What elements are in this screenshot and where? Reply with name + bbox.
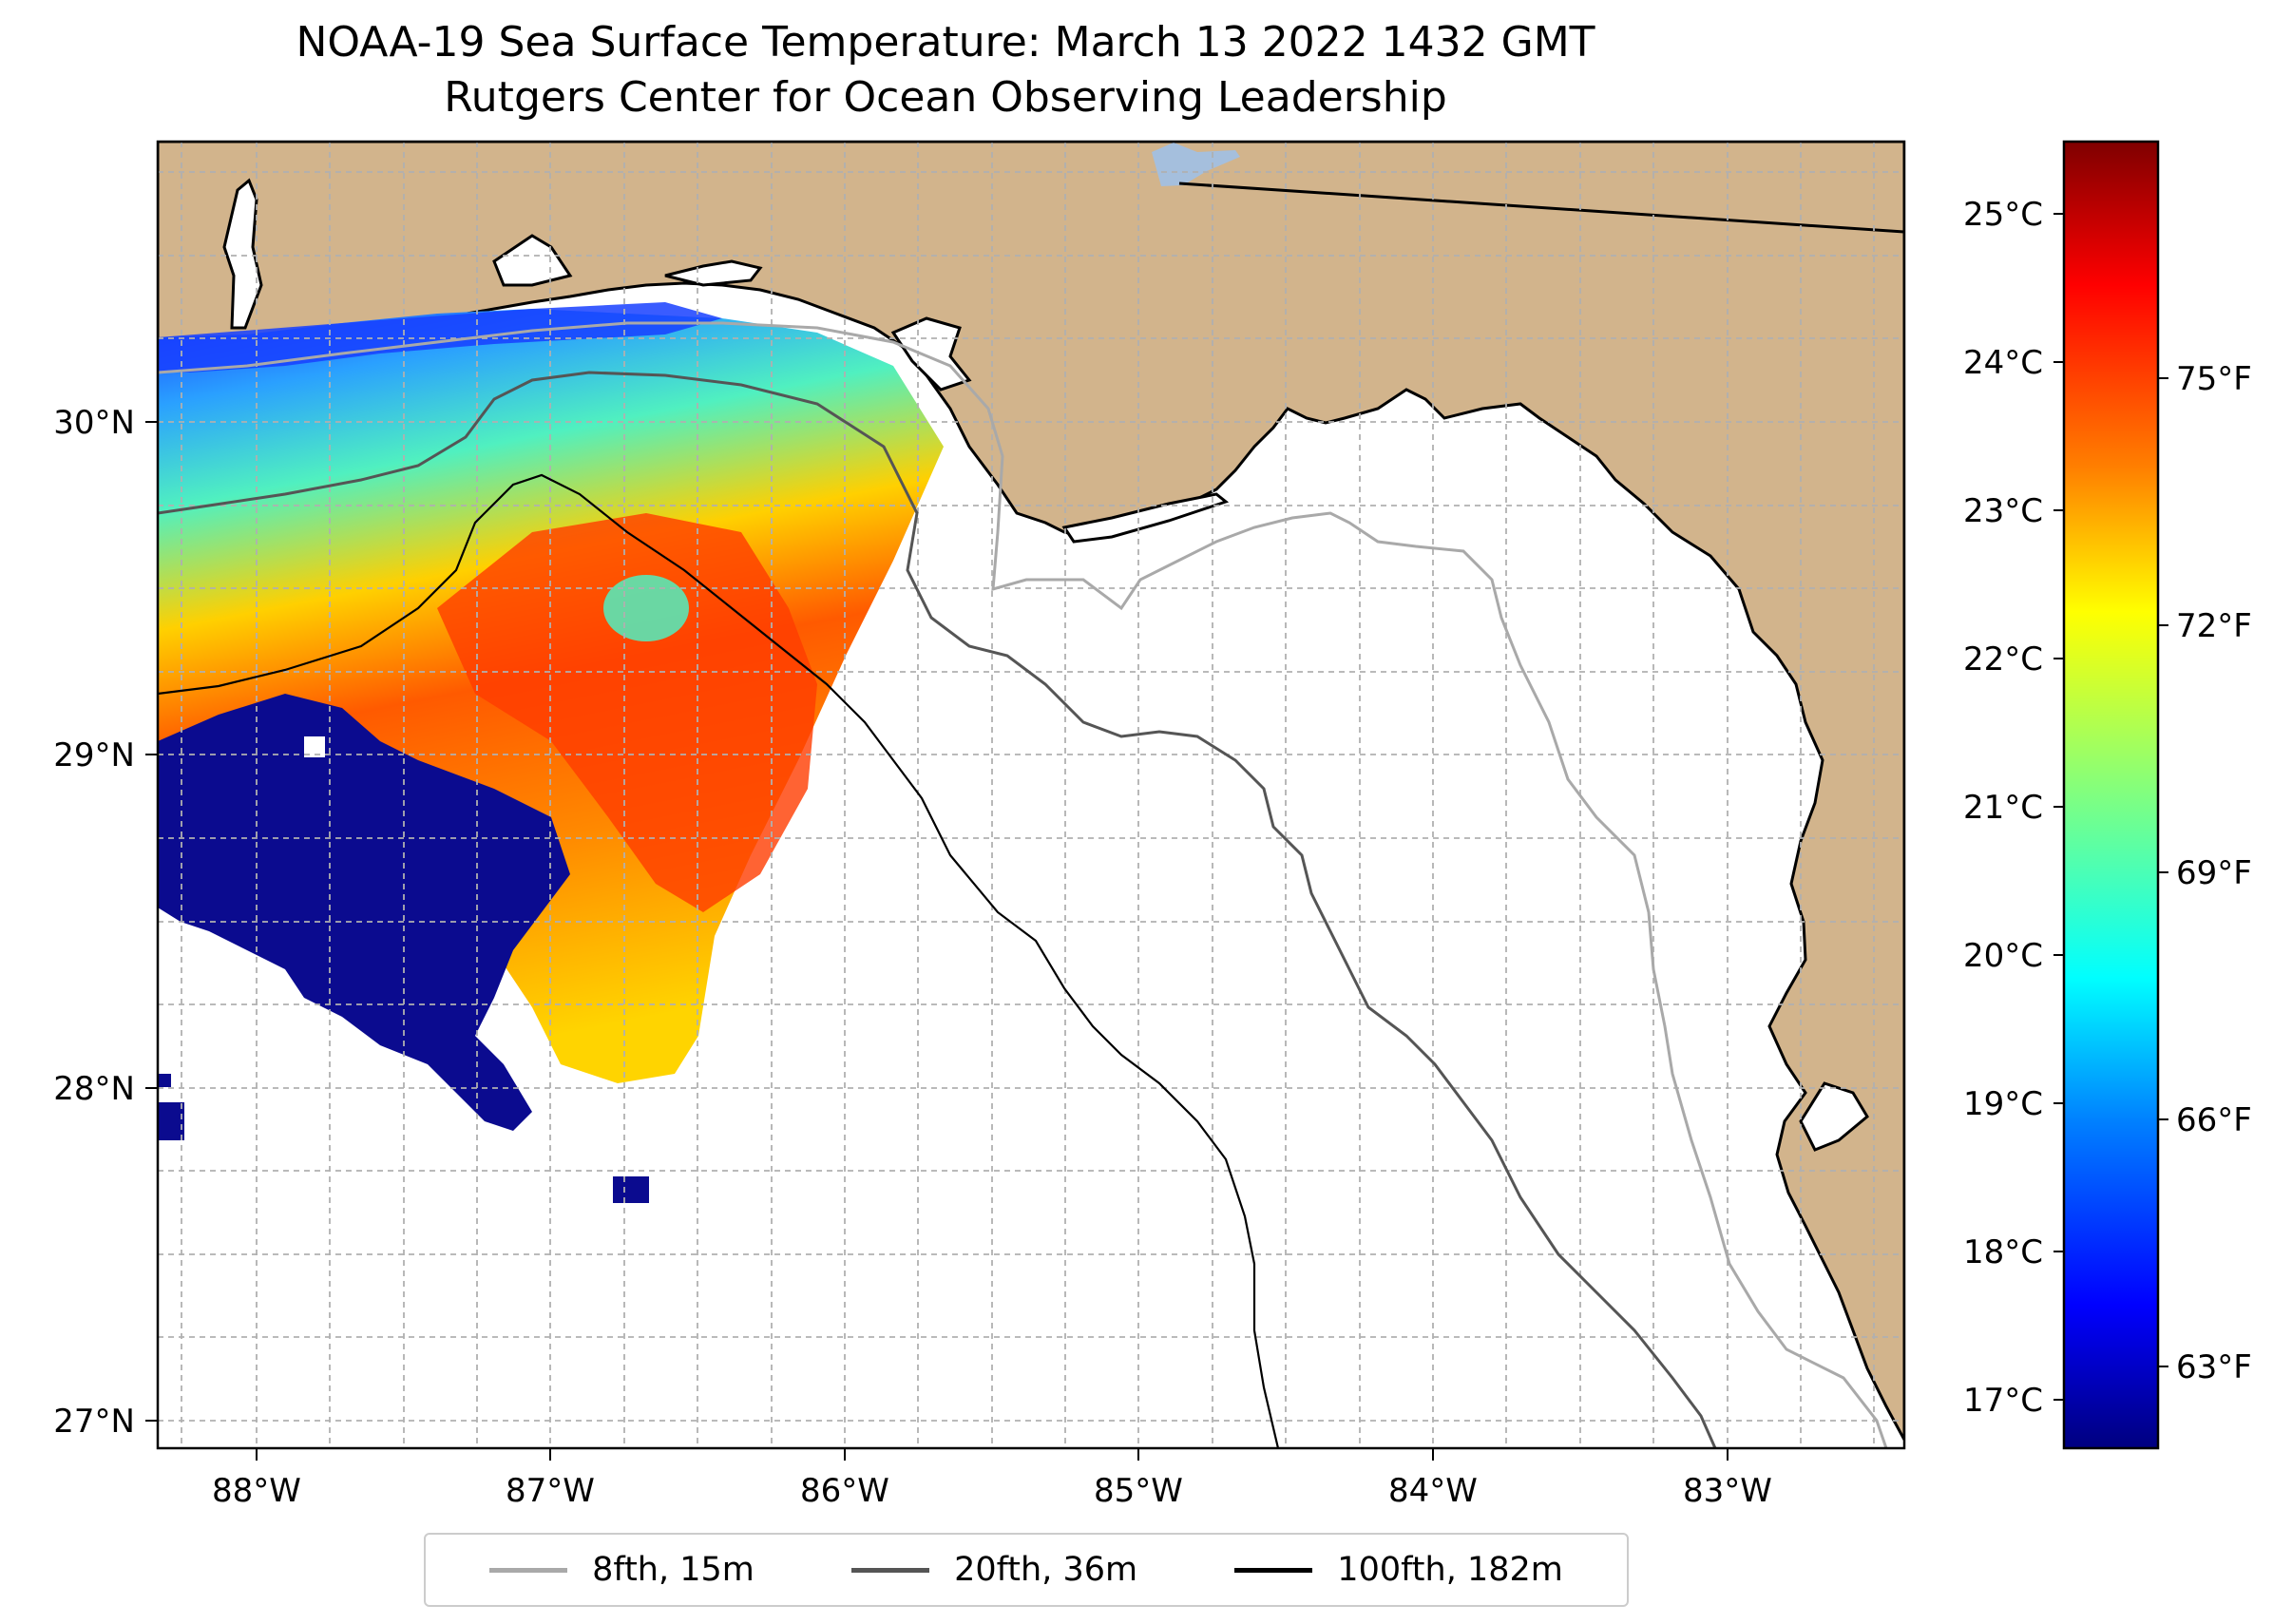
lat-tick-label: 29°N (53, 736, 135, 774)
colorbar-fahrenheit-label: 72°F (2176, 607, 2252, 645)
lon-tick-label: 87°W (506, 1472, 595, 1510)
lat-tick-label: 27°N (53, 1403, 135, 1441)
legend-item-100fth: 100fth, 182m (1234, 1551, 1563, 1589)
map-plot-area[interactable] (158, 142, 1904, 1448)
lake (1152, 143, 1240, 186)
colorbar: 25°C 24°C 23°C 22°C 21°C 20°C 19°C 18°C … (1963, 140, 2252, 1450)
bay (1799, 1081, 1869, 1152)
lon-tick-label: 83°W (1683, 1472, 1772, 1510)
lon-tick-labels: 88°W 87°W 86°W 85°W 84°W 83°W (212, 1472, 1772, 1510)
legend: 8fth, 15m 20fth, 36m 100fth, 182m (424, 1533, 1629, 1607)
contour-8fth (158, 321, 1888, 1448)
colorbar-fahrenheit-label: 75°F (2176, 360, 2252, 398)
legend-line-icon (489, 1567, 568, 1573)
colorbar-celsius-label: 19°C (1963, 1085, 2043, 1123)
colorbar-celsius-label: 18°C (1963, 1233, 2043, 1271)
colorbar-fahrenheit-label: 63°F (2176, 1348, 2252, 1386)
lat-tick-labels: 30°N 29°N 28°N 27°N (53, 404, 135, 1441)
bay (492, 234, 573, 287)
lon-tick-label: 88°W (212, 1472, 301, 1510)
lat-tick-marks (145, 421, 158, 1422)
bay (890, 316, 972, 392)
map-subtitle: Rutgers Center for Ocean Observing Leade… (444, 73, 1447, 122)
state-border (1178, 182, 1904, 234)
colorbar-fahrenheit-label: 66°F (2176, 1101, 2252, 1139)
colorbar-celsius-label: 17°C (1963, 1382, 2043, 1420)
legend-item-20fth: 20fth, 36m (851, 1551, 1137, 1589)
colorbar-celsius-label: 24°C (1963, 344, 2043, 382)
colorbar-celsius-label: 22°C (1963, 640, 2043, 678)
gridlines (158, 142, 1904, 1448)
legend-item-8fth: 8fth, 15m (489, 1551, 754, 1589)
lon-tick-label: 86°W (800, 1472, 889, 1510)
colorbar-gradient (2062, 140, 2160, 1450)
colorbar-celsius-label: 20°C (1963, 937, 2043, 975)
bay (664, 259, 763, 287)
legend-label: 8fth, 15m (592, 1551, 754, 1589)
colorbar-celsius-label: 23°C (1963, 492, 2043, 530)
contour-20fth (158, 371, 1717, 1448)
land-mass (158, 142, 1904, 1441)
lat-tick-label: 30°N (53, 404, 135, 442)
legend-line-icon (851, 1567, 930, 1573)
contour-100fth (158, 473, 1280, 1448)
legend-line-icon (1234, 1567, 1313, 1573)
colorbar-fahrenheit-label: 69°F (2176, 854, 2252, 892)
lon-tick-marks (256, 1448, 1729, 1461)
lon-tick-label: 84°W (1388, 1472, 1478, 1510)
lon-tick-label: 85°W (1094, 1472, 1183, 1510)
lat-tick-label: 28°N (53, 1070, 135, 1108)
legend-label: 100fth, 182m (1337, 1551, 1563, 1589)
legend-label: 20fth, 36m (954, 1551, 1138, 1589)
map-title: NOAA-19 Sea Surface Temperature: March 1… (296, 18, 1595, 67)
colorbar-celsius-label: 21°C (1963, 789, 2043, 827)
bay (222, 178, 263, 330)
map-frame (156, 140, 1906, 1450)
colorbar-celsius-label: 25°C (1963, 196, 2043, 234)
